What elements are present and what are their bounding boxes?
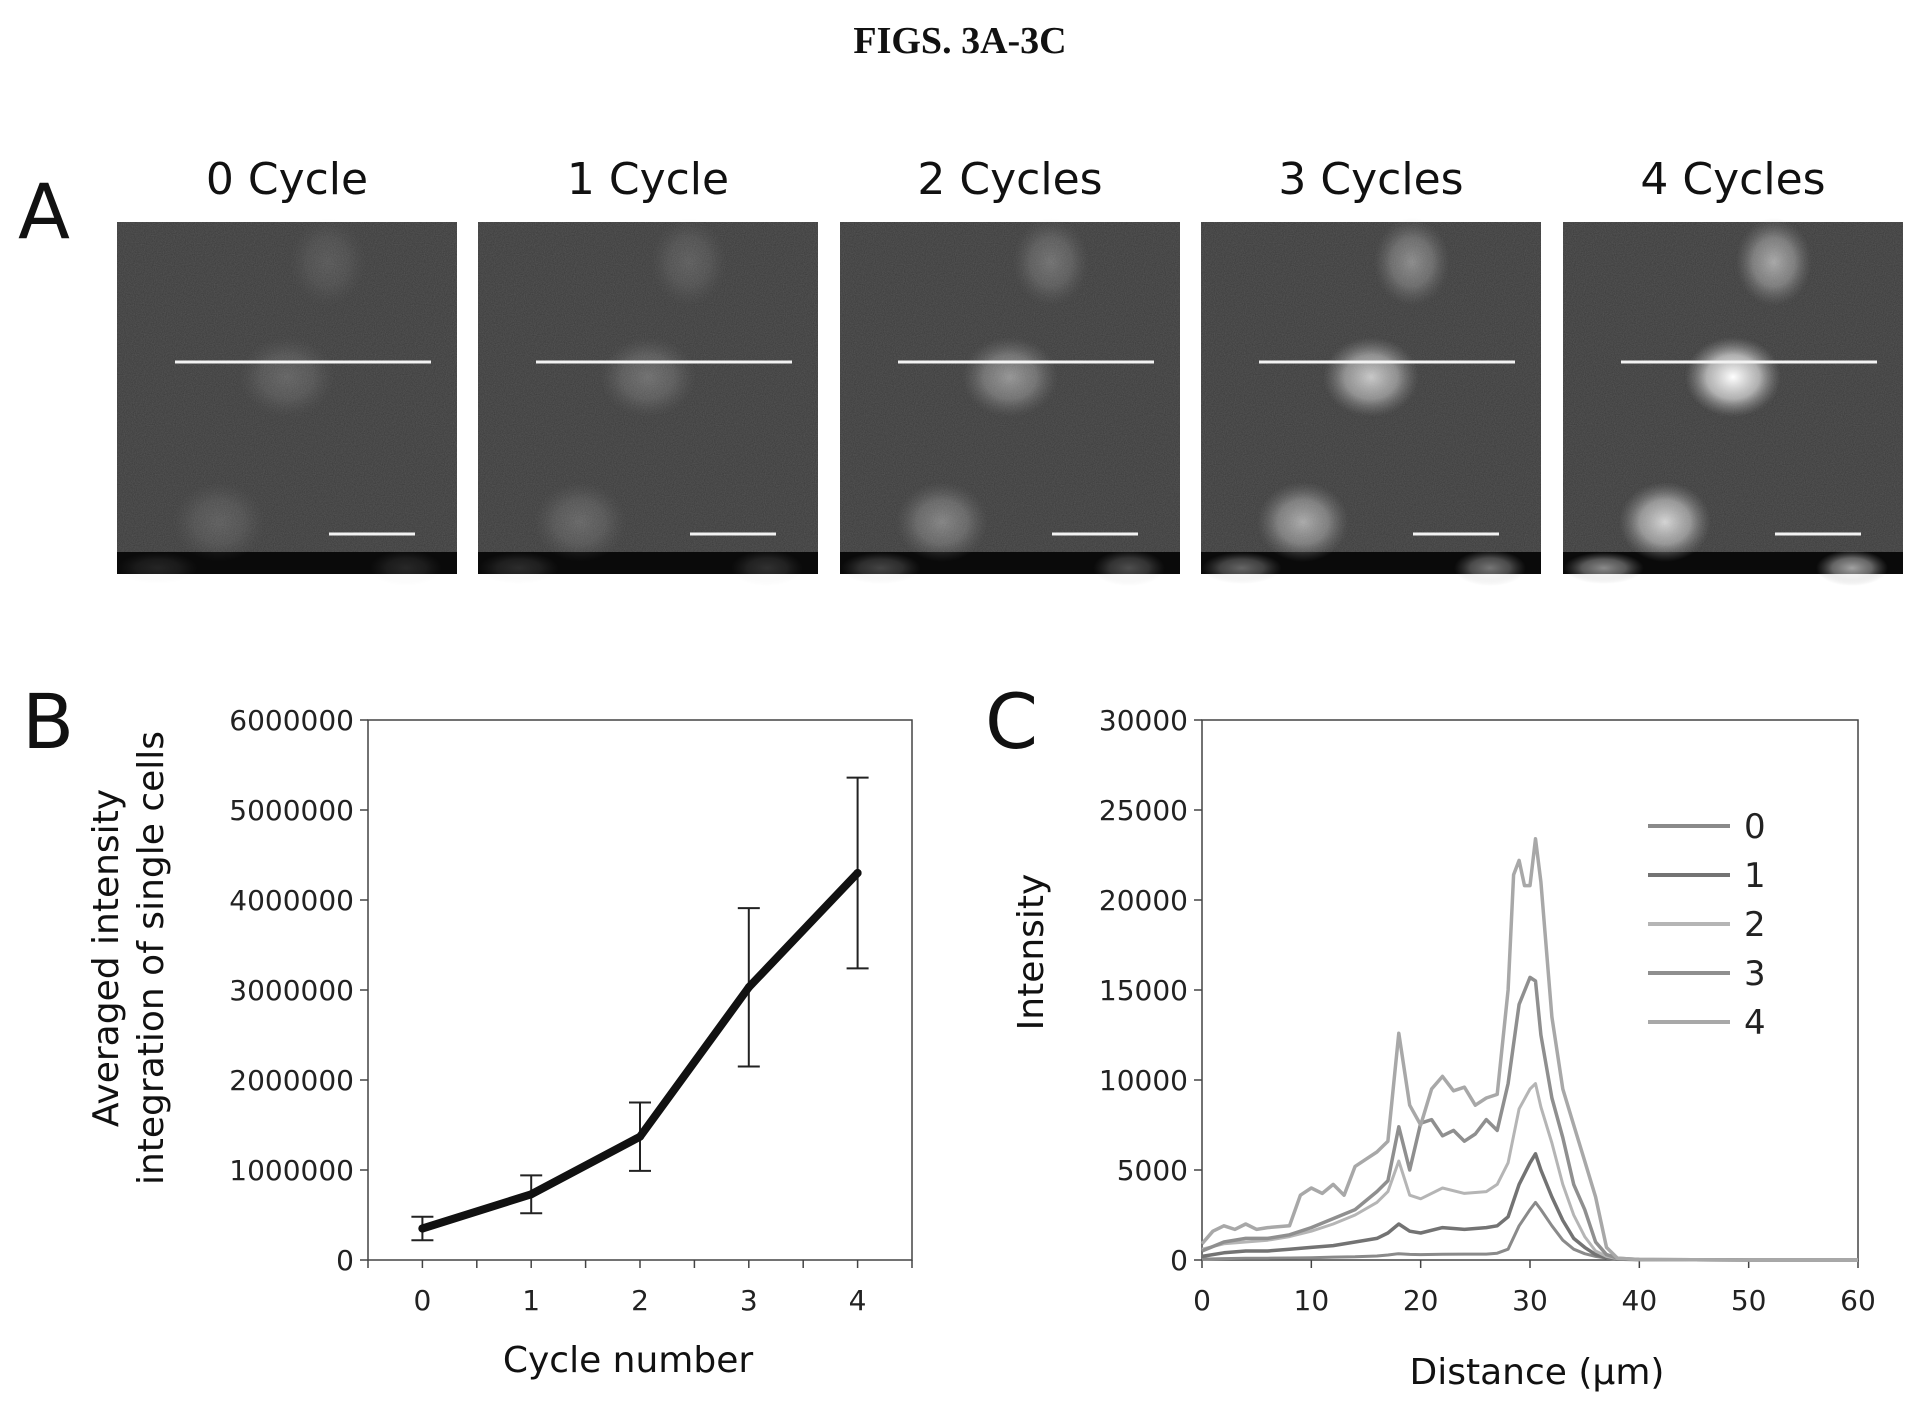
micrograph-title-2: 2 Cycles — [917, 154, 1102, 205]
micrograph-4: 4 Cycles — [1563, 154, 1903, 586]
panel-c-ylabel: Intensity — [1011, 874, 1052, 1031]
cell-spot-2-1 — [962, 337, 1058, 417]
cell-spot-1-0 — [650, 218, 727, 306]
cell-spot-1-1 — [600, 337, 696, 417]
x-tick-label: 30 — [1512, 1284, 1548, 1317]
data-point — [636, 1132, 644, 1141]
y-tick-label: 6000000 — [229, 704, 354, 737]
y-tick-label: 25000 — [1099, 794, 1188, 827]
x-tick-label: 40 — [1622, 1284, 1658, 1317]
panel-b-xlabel: Cycle number — [503, 1340, 754, 1381]
y-tick-label: 20000 — [1099, 884, 1188, 917]
legend-label-4: 4 — [1744, 1003, 1766, 1043]
panel-c-chart: C Distance (µm) Intensity 05000100001500… — [985, 677, 1876, 1393]
cell-spot-4-3 — [1816, 550, 1888, 586]
x-tick-label: 2 — [631, 1284, 649, 1317]
cell-spot-0-3 — [370, 550, 442, 586]
micrograph-3: 3 Cycles — [1201, 154, 1541, 586]
x-tick-label: 0 — [1193, 1284, 1211, 1317]
data-point — [418, 1224, 427, 1233]
cell-spot-3-4 — [1201, 552, 1282, 584]
cell-spot-2-0 — [1012, 218, 1089, 306]
x-tick-label: 10 — [1294, 1284, 1330, 1317]
y-tick-label: 30000 — [1099, 704, 1188, 737]
x-tick-label: 0 — [413, 1284, 431, 1317]
cell-spot-0-0 — [289, 218, 366, 306]
y-tick-label: 0 — [1170, 1244, 1188, 1277]
legend: 0 1 2 3 4 — [1648, 807, 1766, 1043]
micrograph-title-3: 3 Cycles — [1278, 154, 1463, 205]
cell-spot-0-2 — [173, 482, 265, 562]
panel-b-plot-area: 0 1000000 2000000 3000000 4000000 5000000 6000… — [229, 704, 913, 1317]
panel-b-ylabel-line-2: integration of single cells — [131, 731, 172, 1185]
cell-spot-3-2 — [1257, 482, 1349, 562]
y-tick-label: 2000000 — [229, 1064, 354, 1097]
cell-spot-1-4 — [478, 552, 559, 584]
x-tick-label: 4 — [849, 1284, 867, 1317]
series-line-3 — [1201, 975, 1858, 1262]
cell-spot-4-2 — [1619, 482, 1711, 562]
y-tick-label: 15000 — [1099, 974, 1188, 1007]
x-tick-label: 1 — [522, 1284, 540, 1317]
x-tick-label: 20 — [1403, 1284, 1439, 1317]
panel-b-chart: B Cycle number Averaged intensity integr… — [22, 677, 913, 1381]
cell-spot-3-0 — [1373, 218, 1450, 306]
micrograph-panels: 0 Cycle 1 Cycle 2 Cycles 3 Cycles 4 Cycles — [117, 154, 1903, 586]
legend-label-0: 0 — [1744, 807, 1766, 847]
x-tick-label: 60 — [1840, 1284, 1876, 1317]
panel-b-ylabel-line-1: Averaged intensity — [86, 789, 127, 1127]
legend-label-3: 3 — [1744, 954, 1766, 994]
y-tick-label: 4000000 — [229, 884, 354, 917]
panel-b-plot-frame — [367, 719, 913, 1261]
cell-spot-4-0 — [1735, 218, 1812, 306]
series-line-2 — [1201, 1082, 1858, 1262]
y-tick-label: 3000000 — [229, 974, 354, 1007]
cell-spot-2-4 — [840, 552, 921, 584]
panel-c-xlabel: Distance (µm) — [1410, 1352, 1665, 1393]
cell-spot-2-2 — [896, 482, 988, 562]
micrograph-2: 2 Cycles — [840, 154, 1180, 586]
cell-spot-0-1 — [239, 337, 335, 417]
series-line-1 — [1201, 1152, 1858, 1262]
panel-a: A 0 Cycle 1 Cycle 2 Cycles 3 Cycles 4 Cycles — [18, 154, 1903, 586]
data-point — [744, 983, 753, 992]
cell-spot-1-2 — [534, 482, 626, 562]
x-tick-label: 50 — [1731, 1284, 1767, 1317]
cell-spot-2-3 — [1093, 550, 1165, 586]
y-tick-label: 1000000 — [229, 1154, 354, 1187]
x-tick-label: 3 — [740, 1284, 758, 1317]
panel-a-label: A — [18, 167, 70, 256]
data-point — [853, 869, 862, 877]
micrograph-0: 0 Cycle — [117, 154, 457, 586]
series-line-4 — [1200, 837, 1858, 1262]
micrograph-title-4: 4 Cycles — [1640, 154, 1825, 205]
series-line-0 — [418, 869, 862, 1233]
y-tick-label: 5000000 — [229, 794, 354, 827]
cell-spot-1-3 — [731, 550, 803, 586]
cell-spot-4-4 — [1563, 552, 1644, 584]
data-point — [527, 1190, 536, 1199]
figure-title: FIGS. 3A-3C — [853, 20, 1066, 62]
micrograph-1: 1 Cycle — [478, 154, 818, 586]
legend-label-1: 1 — [1744, 856, 1766, 896]
cell-spot-0-4 — [117, 552, 198, 584]
panel-b-label: B — [22, 677, 74, 766]
legend-label-2: 2 — [1744, 905, 1766, 945]
cell-spot-3-1 — [1323, 337, 1419, 417]
y-tick-label: 0 — [336, 1244, 354, 1277]
panel-c-label: C — [985, 677, 1038, 766]
micrograph-title-1: 1 Cycle — [567, 154, 729, 205]
cell-spot-3-3 — [1454, 550, 1526, 586]
y-tick-label: 10000 — [1099, 1064, 1188, 1097]
cell-spot-4-1 — [1685, 337, 1781, 417]
y-tick-label: 5000 — [1117, 1154, 1188, 1187]
micrograph-title-0: 0 Cycle — [206, 154, 368, 205]
